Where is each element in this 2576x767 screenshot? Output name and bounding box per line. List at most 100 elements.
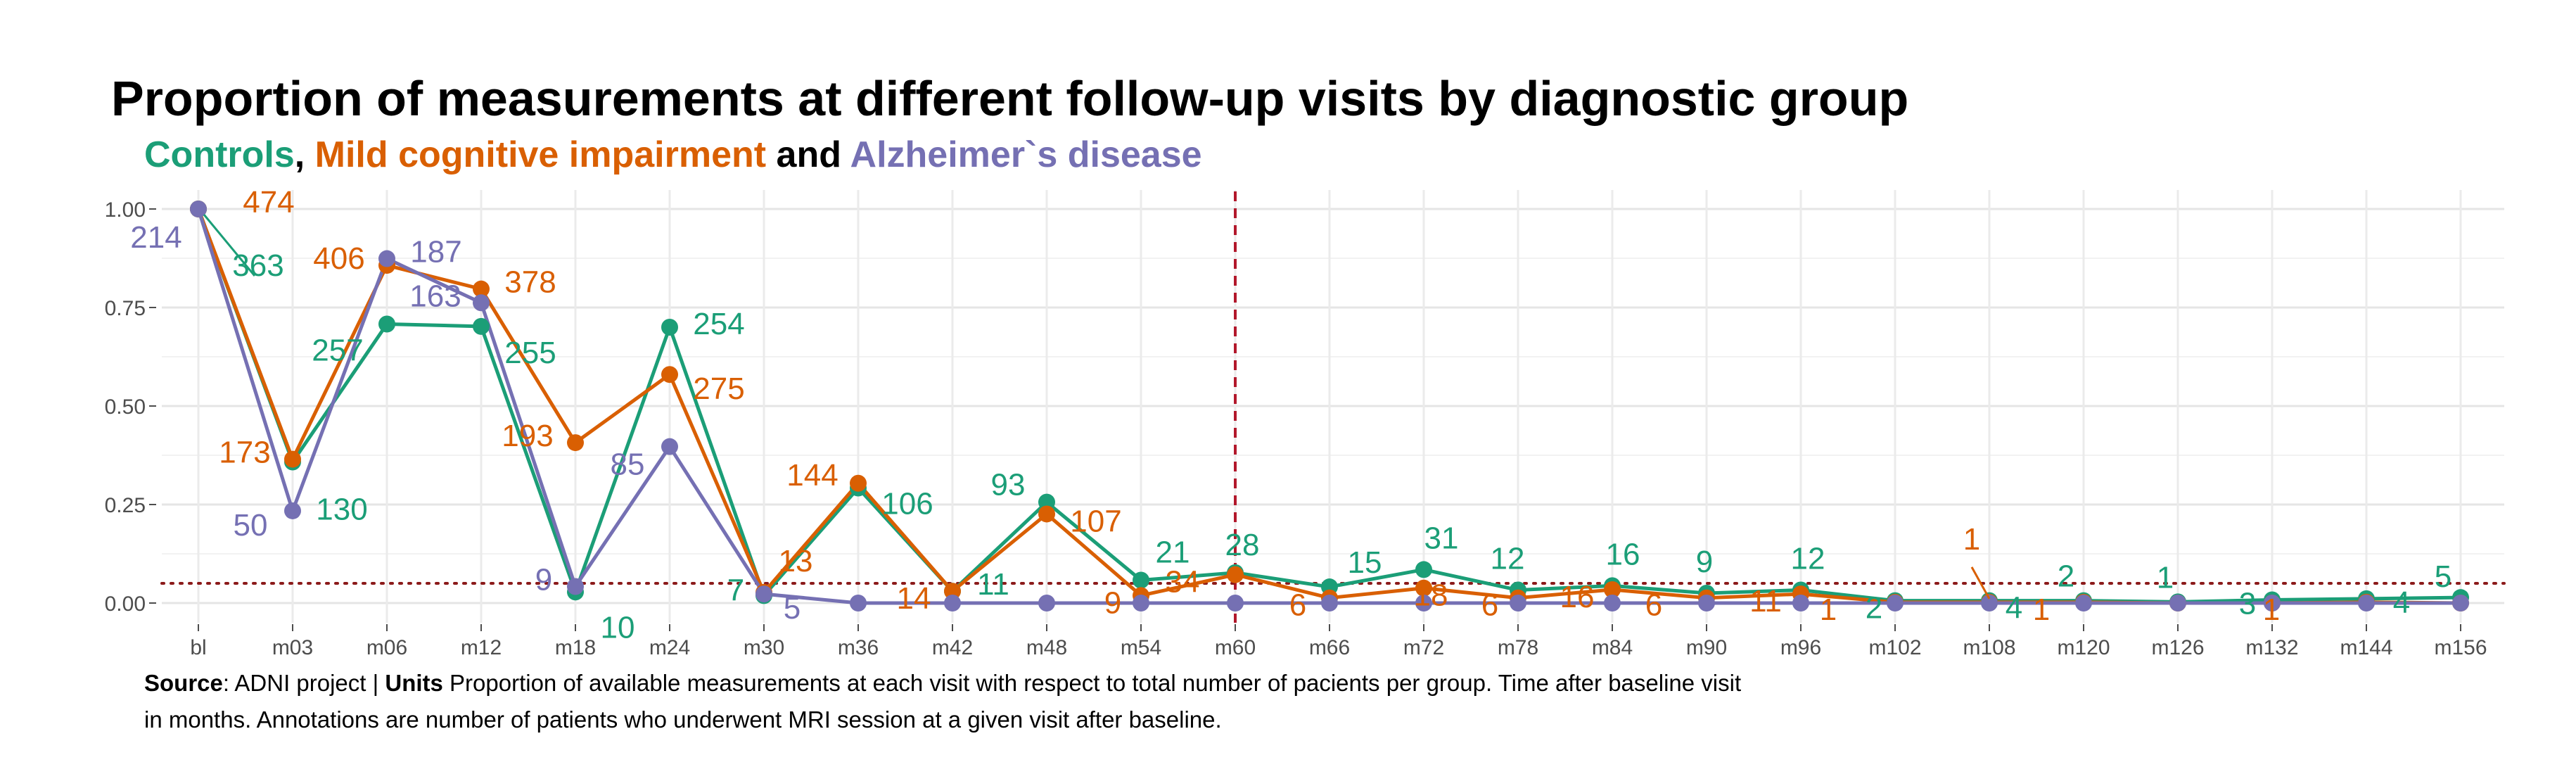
data-label: 9 bbox=[535, 562, 552, 597]
data-point bbox=[1792, 595, 1809, 611]
data-label: 16 bbox=[1606, 537, 1640, 571]
chart-title: Proportion of measurements at different … bbox=[111, 71, 1909, 126]
data-label: 4 bbox=[2006, 591, 2022, 626]
x-tick-label: m144 bbox=[2340, 636, 2392, 659]
subtitle-comma: , bbox=[294, 134, 305, 175]
y-axis: 0.00 0.25 0.50 0.75 1.00 bbox=[105, 198, 156, 616]
caption-line-1: Source: ADNI project | Units Proportion … bbox=[144, 665, 1973, 702]
y-tick-label: 0.00 bbox=[105, 592, 146, 616]
data-label: 85 bbox=[611, 448, 645, 482]
data-point bbox=[1038, 505, 1055, 523]
x-tick-label: m90 bbox=[1686, 636, 1727, 659]
data-point bbox=[850, 595, 867, 611]
data-label: 106 bbox=[881, 486, 933, 521]
caption-source-text: : ADNI project | bbox=[222, 670, 385, 696]
x-tick-label: m12 bbox=[461, 636, 502, 659]
data-label: 4 bbox=[2393, 585, 2410, 620]
data-label: 16 bbox=[1560, 580, 1595, 614]
data-label: 1 bbox=[2033, 592, 2050, 627]
data-label: 1 bbox=[1963, 522, 1980, 557]
data-label: 6 bbox=[1481, 588, 1498, 623]
data-label: 12 bbox=[1491, 542, 1525, 576]
x-tick-label: m66 bbox=[1309, 636, 1350, 659]
data-point bbox=[1415, 579, 1432, 597]
data-label: 255 bbox=[504, 336, 556, 370]
data-label: 214 bbox=[130, 220, 181, 255]
x-tick-label: m120 bbox=[2057, 636, 2110, 659]
data-label: 378 bbox=[504, 265, 556, 300]
x-tick-label: m126 bbox=[2151, 636, 2204, 659]
y-tick-label: 0.50 bbox=[105, 395, 146, 419]
data-label: 275 bbox=[693, 372, 744, 406]
x-tick-label: m78 bbox=[1498, 636, 1538, 659]
data-label: 2 bbox=[2058, 559, 2074, 594]
data-point bbox=[473, 280, 490, 298]
chart-caption: Source: ADNI project | Units Proportion … bbox=[144, 665, 1973, 738]
data-label: 474 bbox=[243, 185, 294, 220]
data-label: 173 bbox=[219, 436, 270, 470]
data-point bbox=[1698, 595, 1715, 611]
data-label: 12 bbox=[1791, 542, 1825, 576]
data-point bbox=[2452, 595, 2469, 611]
data-label: 3 bbox=[2239, 587, 2256, 621]
x-tick-label: m18 bbox=[555, 636, 596, 659]
data-point bbox=[944, 583, 961, 600]
data-label: 163 bbox=[409, 279, 461, 313]
data-point bbox=[378, 250, 395, 267]
data-point bbox=[2075, 595, 2092, 611]
data-point bbox=[1981, 595, 1998, 611]
data-point bbox=[567, 578, 584, 595]
data-point bbox=[1604, 595, 1621, 611]
data-point bbox=[1133, 595, 1149, 611]
data-point bbox=[473, 317, 490, 335]
data-label: 14 bbox=[897, 581, 931, 616]
data-label: 1 bbox=[1820, 592, 1837, 627]
data-point bbox=[378, 315, 395, 333]
label-connector bbox=[1970, 566, 1991, 600]
x-tick-label: m96 bbox=[1780, 636, 1821, 659]
data-point bbox=[2358, 595, 2375, 611]
data-label: 9 bbox=[1696, 545, 1713, 579]
data-label: 5 bbox=[784, 591, 801, 626]
x-axis: bl m03 m06 m12 m18 m24 m30 m36 m42 m48 m54 m60 m66 m7… bbox=[190, 624, 2487, 659]
data-point bbox=[567, 434, 584, 452]
data-label: 107 bbox=[1070, 504, 1121, 538]
data-label: 2 bbox=[1866, 591, 1882, 626]
data-point bbox=[473, 294, 490, 312]
data-label: 7 bbox=[727, 573, 744, 607]
data-point bbox=[944, 595, 961, 611]
data-label: 257 bbox=[312, 334, 363, 368]
caption-source-label: Source bbox=[144, 670, 223, 696]
data-point bbox=[755, 585, 772, 603]
x-tick-label: m72 bbox=[1403, 636, 1444, 659]
data-point bbox=[284, 450, 301, 468]
data-label: 11 bbox=[1749, 584, 1782, 619]
caption-line-2: in months. Annotations are number of pat… bbox=[144, 706, 1222, 733]
x-tick-label: m06 bbox=[366, 636, 407, 659]
data-point bbox=[850, 474, 867, 492]
data-label: 5 bbox=[2435, 559, 2451, 594]
data-point bbox=[190, 201, 207, 217]
data-label: 28 bbox=[1225, 528, 1260, 562]
subtitle-ad: Alzheimer`s disease bbox=[850, 134, 1202, 175]
data-label: 15 bbox=[1348, 545, 1382, 580]
data-point bbox=[2264, 595, 2281, 611]
caption-units-text: Proportion of available measurements at … bbox=[442, 670, 1742, 696]
data-point bbox=[1038, 493, 1055, 511]
data-label: 363 bbox=[232, 248, 283, 283]
data-label: 254 bbox=[693, 307, 744, 341]
y-tick-label: 0.75 bbox=[105, 297, 146, 320]
data-label: 406 bbox=[313, 241, 364, 276]
data-point bbox=[1227, 595, 1244, 611]
x-tick-label: m54 bbox=[1121, 636, 1161, 659]
data-label: 193 bbox=[502, 419, 553, 453]
x-tick-label: m48 bbox=[1026, 636, 1067, 659]
x-tick-label: m108 bbox=[1963, 636, 2015, 659]
data-point bbox=[1887, 595, 1904, 611]
data-label: 21 bbox=[1156, 535, 1190, 570]
data-label: 144 bbox=[786, 458, 838, 493]
data-label: 1 bbox=[2263, 592, 2280, 627]
data-point bbox=[1604, 581, 1621, 598]
subtitle-and: and bbox=[776, 134, 841, 175]
